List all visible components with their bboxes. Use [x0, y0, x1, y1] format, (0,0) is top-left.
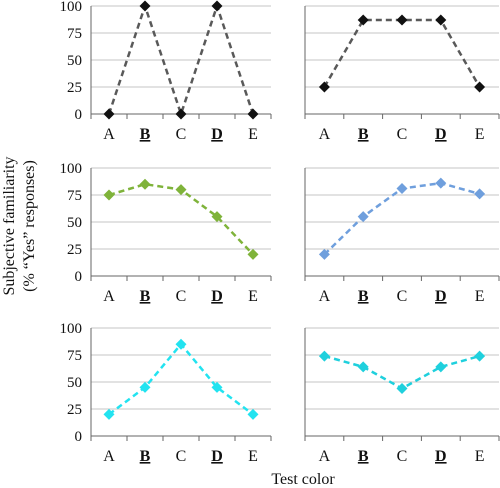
data-point-A	[103, 108, 115, 120]
chart-panel-4: A B C D E	[304, 167, 500, 305]
x-tick-label-D: D	[435, 126, 447, 143]
data-point-E	[247, 108, 259, 120]
data-point-D	[211, 211, 223, 223]
x-tick-label-E: E	[475, 126, 485, 143]
y-tick-label: 0	[75, 107, 83, 123]
chart-panel-3: 0 25 50 75 100 A B C D E	[60, 161, 272, 305]
y-axis-title-line1: Subjective familiarity	[1, 156, 18, 295]
x-tick-label-D: D	[435, 448, 447, 465]
x-tick-label-D: D	[211, 288, 223, 305]
x-tick-label-B: B	[358, 288, 369, 305]
x-axis-title: Test color	[271, 471, 335, 488]
data-point-D	[435, 14, 447, 26]
data-point-C	[396, 14, 408, 26]
x-tick-label-E: E	[248, 448, 258, 465]
data-point-A	[103, 189, 115, 201]
data-point-B	[139, 0, 151, 12]
x-tick-label-E: E	[248, 126, 258, 143]
x-tick-label-A: A	[103, 288, 115, 305]
chart-panel-2: A B C D E	[304, 5, 500, 143]
data-point-A	[318, 248, 330, 260]
data-point-D	[211, 381, 223, 393]
data-point-A	[318, 350, 330, 362]
y-tick-label: 25	[67, 80, 82, 96]
x-tick-label-C: C	[397, 448, 408, 465]
x-tick-label-C: C	[176, 448, 187, 465]
x-tick-label-D: D	[211, 448, 223, 465]
x-tick-label-C: C	[397, 288, 408, 305]
data-point-E	[247, 248, 259, 260]
data-point-E	[247, 408, 259, 420]
panels: 0 25 50 75 100 A B C D E A B C D E 0 25 50 75 100 A B C D E A B C D E…	[60, 0, 500, 465]
data-point-B	[139, 381, 151, 393]
data-point-B	[357, 14, 369, 26]
data-point-C	[175, 338, 187, 350]
chart-panel-5: 0 25 50 75 100 A B C D E	[60, 321, 272, 465]
y-tick-label: 100	[60, 0, 83, 15]
y-tick-label: 50	[67, 53, 82, 69]
x-tick-label-E: E	[248, 288, 258, 305]
x-tick-label-B: B	[358, 126, 369, 143]
y-tick-label: 25	[67, 242, 82, 258]
x-tick-label-B: B	[140, 288, 151, 305]
data-point-E	[474, 188, 486, 200]
y-tick-label: 100	[60, 161, 83, 177]
data-point-B	[357, 211, 369, 223]
data-point-B	[139, 178, 151, 190]
series-line	[323, 18, 481, 88]
x-tick-label-C: C	[176, 288, 187, 305]
chart-panel-6: A B C D E	[304, 327, 500, 465]
x-tick-label-E: E	[475, 448, 485, 465]
data-point-D	[435, 361, 447, 373]
data-point-D	[435, 177, 447, 189]
y-tick-label: 100	[60, 321, 83, 337]
x-tick-label-A: A	[103, 448, 115, 465]
x-tick-label-A: A	[319, 448, 331, 465]
y-tick-label: 0	[75, 269, 83, 285]
x-tick-label-B: B	[358, 448, 369, 465]
data-point-D	[211, 0, 223, 12]
y-axis-title-line2: (% “Yes” responses)	[21, 160, 38, 292]
y-axis-title: Subjective familiarity (% “Yes” response…	[1, 156, 38, 295]
x-tick-label-B: B	[140, 448, 151, 465]
x-tick-label-B: B	[140, 126, 151, 143]
y-tick-label: 75	[67, 26, 82, 42]
y-tick-label: 0	[75, 429, 83, 445]
x-tick-label-E: E	[475, 288, 485, 305]
y-tick-label: 75	[67, 348, 82, 364]
x-tick-label-A: A	[319, 126, 331, 143]
y-tick-label: 50	[67, 215, 82, 231]
data-point-A	[103, 408, 115, 420]
x-tick-label-A: A	[103, 126, 115, 143]
series-line	[107, 2, 255, 118]
data-point-B	[357, 361, 369, 373]
x-tick-label-C: C	[397, 126, 408, 143]
data-point-C	[175, 184, 187, 196]
x-tick-label-C: C	[176, 126, 187, 143]
x-tick-label-D: D	[435, 288, 447, 305]
data-point-E	[474, 350, 486, 362]
x-tick-label-A: A	[319, 288, 331, 305]
x-tick-label-D: D	[211, 126, 223, 143]
chart-panel-1: 0 25 50 75 100 A B C D E	[60, 0, 272, 143]
y-tick-label: 50	[67, 375, 82, 391]
y-tick-label: 75	[67, 188, 82, 204]
data-point-A	[318, 81, 330, 93]
y-tick-label: 25	[67, 402, 82, 418]
data-point-C	[175, 108, 187, 120]
data-point-E	[474, 81, 486, 93]
data-point-C	[396, 382, 408, 394]
data-point-C	[396, 183, 408, 195]
